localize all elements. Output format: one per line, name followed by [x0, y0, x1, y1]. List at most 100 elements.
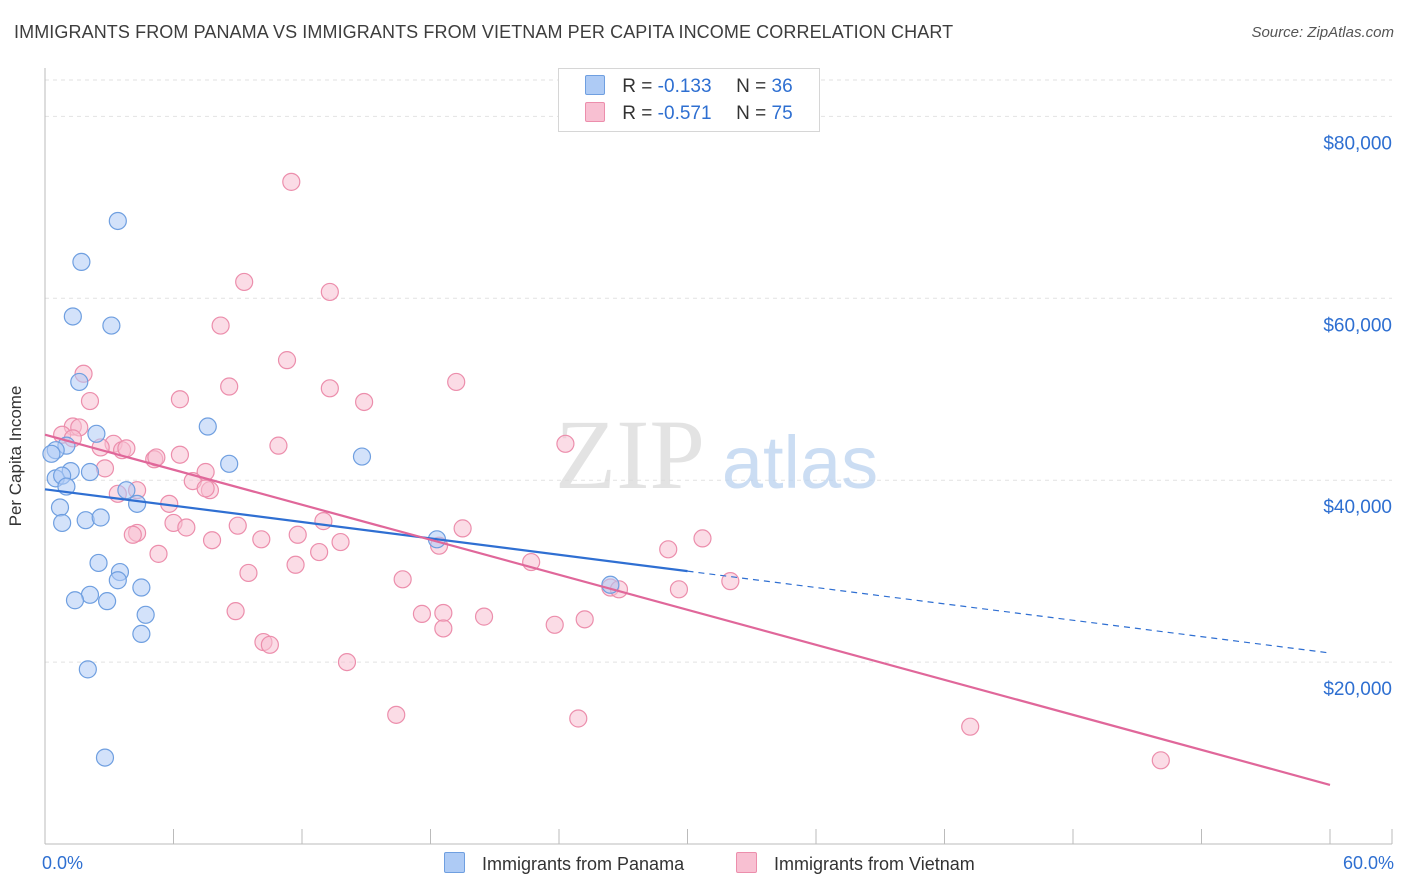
panama-point [72, 252, 91, 272]
vietnam-point [202, 531, 222, 550]
y-tick-label: $60,000 [1323, 315, 1392, 336]
watermark: ZIP atlas [555, 399, 878, 510]
vietnam-point [669, 580, 689, 599]
panama-point [89, 553, 108, 573]
vietnam-point [286, 555, 305, 574]
vietnam-point [260, 635, 279, 654]
vietnam-point [220, 377, 239, 396]
vietnam-point [474, 607, 494, 626]
stats-legend-row-panama: R = -0.133 N = 36 [585, 75, 793, 99]
r-value: -0.133 [657, 76, 712, 97]
vietnam-point [961, 717, 980, 736]
n-label: N = [736, 103, 767, 124]
vietnam-point [434, 603, 453, 623]
x-tick-label-min: 0.0% [42, 853, 83, 873]
r-label: R = [622, 76, 653, 97]
source-note: Source: ZipAtlas.com [1251, 24, 1394, 41]
x-tick-label-max: 60.0% [1343, 853, 1394, 873]
panama-swatch [585, 75, 605, 95]
n-value: 75 [771, 103, 793, 124]
panama-point [102, 316, 121, 335]
vietnam-point [693, 529, 712, 548]
vietnam-point [393, 570, 412, 589]
y-tick-label: $80,000 [1323, 133, 1392, 154]
y-axis-title: Per Capita Income [6, 385, 25, 527]
vietnam-point [310, 542, 329, 562]
legend-item-vietnam[interactable]: Immigrants from Vietnam [736, 852, 975, 875]
vietnam-point [575, 610, 594, 629]
panama-point [50, 498, 70, 517]
panama-point [127, 494, 147, 513]
panama-point [132, 624, 151, 644]
panama-point [70, 372, 89, 392]
vietnam-point [252, 530, 271, 549]
panama-point [352, 447, 372, 466]
vietnam-point [282, 172, 301, 191]
panama-point [87, 424, 106, 443]
panama-point [63, 307, 82, 326]
vietnam-point [177, 518, 196, 537]
legend-item-panama[interactable]: Immigrants from Panama [444, 852, 684, 875]
watermark-zip: ZIP [555, 399, 705, 510]
panama-point [78, 660, 97, 679]
r-value: -0.571 [657, 103, 712, 124]
trend-lines [44, 433, 1331, 786]
vietnam-point [314, 512, 333, 531]
vietnam-swatch [585, 102, 605, 122]
vietnam-point [1151, 751, 1170, 770]
vietnam-point [337, 652, 357, 672]
vietnam-point [228, 516, 247, 535]
vietnam-point [226, 602, 245, 621]
vietnam-point [95, 459, 115, 478]
vietnam-point [80, 391, 100, 411]
panama-point [76, 511, 95, 530]
y-tick-label: $40,000 [1323, 497, 1392, 518]
vietnam-point [569, 709, 588, 728]
panama-point [65, 591, 85, 610]
vietnam-point [447, 372, 466, 392]
axes: $20,000 $40,000 $60,000 $80,000 0.0% 60.0% [42, 68, 1394, 873]
vietnam-point [239, 563, 258, 583]
panama-point [98, 592, 117, 611]
stats-legend: R = -0.133 N = 36 R = -0.571 N = 75 [558, 68, 820, 132]
vietnam-point [331, 532, 350, 552]
chart-title: IMMIGRANTS FROM PANAMA VS IMMIGRANTS FRO… [14, 22, 954, 42]
legend-label-vietnam: Immigrants from Vietnam [774, 854, 975, 874]
panama-point [91, 508, 110, 527]
data-points [42, 172, 1170, 770]
vietnam-trend-line [44, 433, 1331, 786]
vietnam-point [211, 316, 230, 335]
panama-point [108, 211, 127, 231]
panama-point [198, 417, 217, 436]
vietnam-point [320, 379, 339, 398]
panama-trend-extension [687, 570, 1331, 654]
vietnam-point [320, 282, 339, 302]
vietnam-point [235, 272, 254, 292]
vietnam-point [196, 479, 215, 498]
vietnam-point [434, 619, 453, 638]
panama-point [95, 748, 115, 767]
series-legend: Immigrants from Panama Immigrants from V… [0, 852, 1406, 878]
vietnam-point [412, 604, 432, 623]
panama-swatch [444, 852, 465, 873]
legend-label-panama: Immigrants from Panama [482, 854, 685, 874]
panama-point [80, 462, 100, 482]
vietnam-point [556, 434, 575, 453]
vietnam-point [387, 705, 406, 724]
panama-point [53, 513, 72, 533]
panama-point [220, 454, 239, 473]
vietnam-point [277, 351, 297, 370]
panama-point [132, 578, 151, 597]
vietnam-point [149, 544, 168, 563]
vietnam-point [123, 525, 142, 544]
panama-point [108, 571, 127, 590]
stats-legend-row-vietnam: R = -0.571 N = 75 [585, 102, 793, 126]
n-label: N = [736, 76, 767, 97]
n-value: 36 [771, 76, 793, 97]
vietnam-swatch [736, 852, 757, 873]
vietnam-point [453, 519, 472, 538]
vietnam-point [269, 436, 288, 455]
vietnam-point [288, 525, 307, 544]
vietnam-point [355, 392, 374, 412]
